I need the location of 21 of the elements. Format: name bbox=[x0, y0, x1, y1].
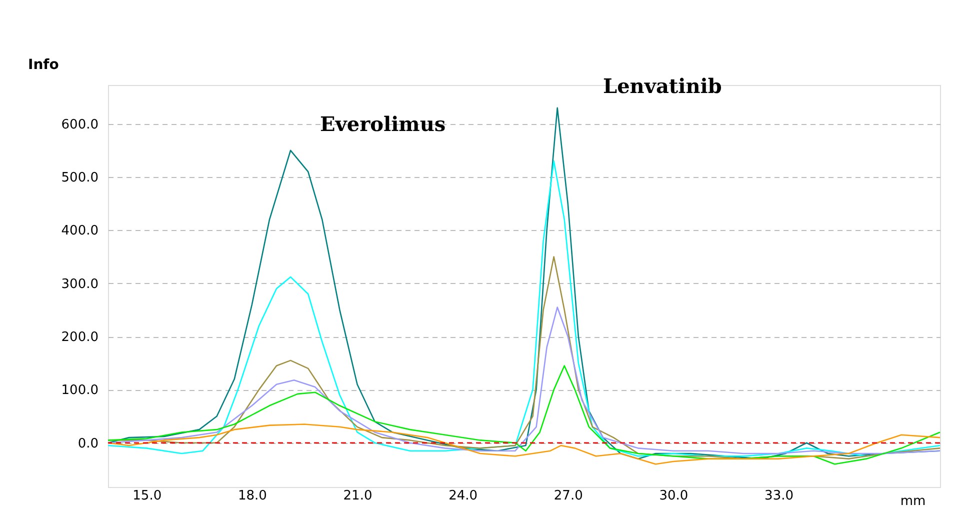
x-tick-label: 33.0 bbox=[764, 488, 794, 504]
x-tick-label: 15.0 bbox=[132, 488, 162, 504]
text: Info bbox=[28, 57, 60, 73]
y-tick-label: 500.0 bbox=[61, 170, 98, 186]
annotation: Everolimus bbox=[320, 112, 446, 136]
line-series bbox=[107, 424, 941, 465]
x-tick-label: 30.0 bbox=[659, 488, 688, 504]
x-tick-label: 18.0 bbox=[238, 488, 267, 504]
y-tick-label: 400.0 bbox=[61, 224, 98, 239]
x-tick-label: 27.0 bbox=[554, 488, 583, 504]
x-tick-label: 21.0 bbox=[343, 488, 372, 504]
x-tick-label: 24.0 bbox=[448, 488, 478, 504]
y-tick-label: 0.0 bbox=[78, 436, 98, 452]
y-tick-label: 600.0 bbox=[61, 117, 98, 132]
y-tick-label: 300.0 bbox=[61, 276, 98, 292]
y-tick-label: 200.0 bbox=[61, 330, 98, 346]
x-axis-title: mm bbox=[900, 494, 926, 507]
y-tick-label: 100.0 bbox=[61, 383, 98, 398]
line-series bbox=[107, 160, 941, 457]
line-series bbox=[107, 365, 941, 465]
annotation: Lenvatinib bbox=[603, 74, 722, 98]
